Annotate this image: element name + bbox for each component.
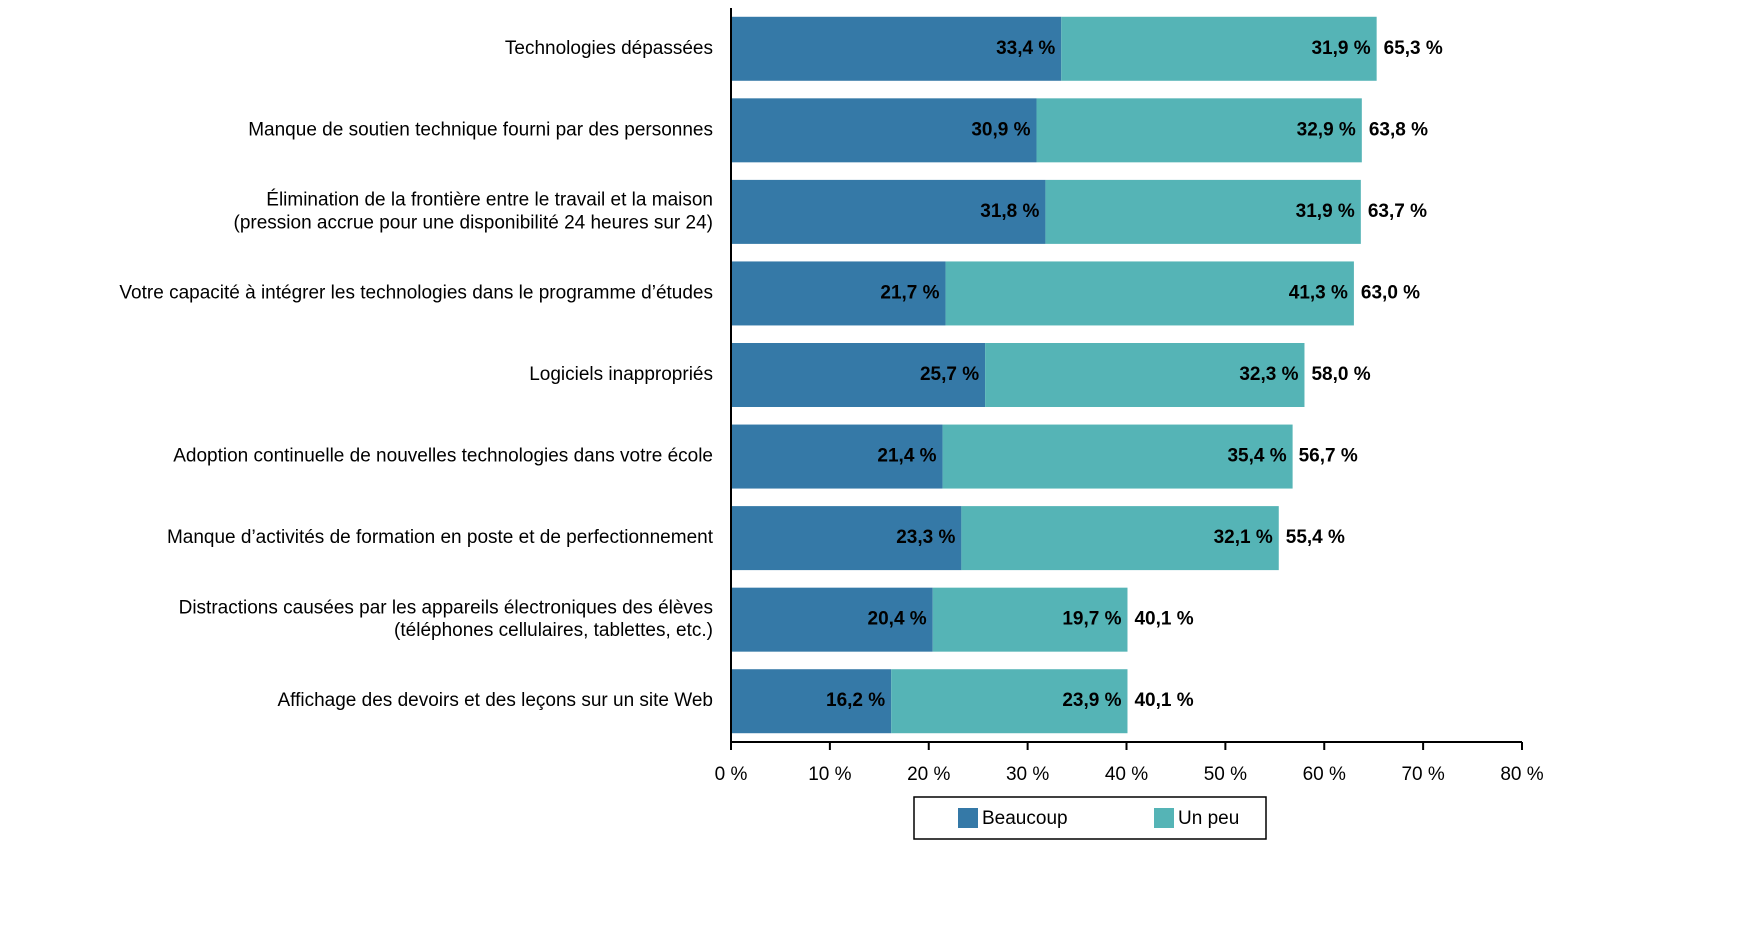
x-tick-label: 50 %: [1204, 764, 1247, 785]
bar-segment: [731, 98, 1037, 163]
bar-segment: [932, 587, 1128, 652]
value-label: 23,9 %: [1062, 690, 1121, 711]
bar-segment: [891, 669, 1128, 734]
x-tick-label: 70 %: [1401, 764, 1444, 785]
bar-segment: [1061, 16, 1377, 81]
legend-swatch: [1154, 808, 1174, 828]
legend-swatch: [958, 808, 978, 828]
x-tick-label: 60 %: [1303, 764, 1346, 785]
bar-segment: [731, 16, 1062, 81]
value-label: 21,4 %: [877, 446, 936, 467]
bar-segment: [731, 669, 892, 734]
legend-label: Un peu: [1178, 808, 1239, 829]
value-label: 20,4 %: [868, 609, 927, 630]
value-label: 41,3 %: [1289, 282, 1348, 303]
category-label: Manque d’activités de formation en poste…: [167, 527, 714, 548]
bar-segment: [985, 343, 1305, 407]
total-label: 63,7 %: [1368, 201, 1427, 222]
bar-segment: [731, 343, 986, 407]
value-label: 31,9 %: [1311, 38, 1370, 59]
x-tick-label: 20 %: [907, 764, 950, 785]
category-label: Technologies dépassées: [505, 38, 713, 59]
value-label: 21,7 %: [880, 282, 939, 303]
bar-segment: [945, 261, 1354, 326]
category-label: Affichage des devoirs et des leçons sur …: [278, 690, 714, 711]
bar-segment: [731, 506, 962, 571]
value-label: 19,7 %: [1062, 609, 1121, 630]
category-label: Manque de soutien technique fourni par d…: [248, 119, 713, 140]
category-label: Adoption continuelle de nouvelles techno…: [173, 446, 713, 467]
value-label: 32,9 %: [1297, 119, 1356, 140]
x-tick-label: 40 %: [1105, 764, 1148, 785]
bar-segment: [731, 587, 933, 652]
bar-segment: [1045, 179, 1361, 244]
value-label: 31,9 %: [1296, 201, 1355, 222]
bar-segment: [961, 506, 1279, 571]
value-label: 33,4 %: [996, 38, 1055, 59]
value-label: 25,7 %: [920, 364, 979, 385]
value-label: 35,4 %: [1227, 446, 1286, 467]
category-label: Élimination de la frontière entre le tra…: [234, 190, 714, 234]
bar-segment: [731, 424, 943, 489]
total-label: 55,4 %: [1286, 527, 1345, 548]
total-label: 56,7 %: [1299, 446, 1358, 467]
value-label: 32,1 %: [1214, 527, 1273, 548]
bar-segment: [942, 424, 1293, 489]
x-tick-label: 30 %: [1006, 764, 1049, 785]
bar-segment: [731, 261, 946, 326]
bar-segment: [731, 179, 1046, 244]
x-tick-label: 0 %: [715, 764, 748, 785]
category-label: Votre capacité à intégrer les technologi…: [119, 282, 713, 303]
value-label: 32,3 %: [1239, 364, 1298, 385]
total-label: 63,0 %: [1361, 282, 1420, 303]
category-label: Logiciels inappropriés: [529, 364, 713, 385]
category-label: Distractions causées par les appareils é…: [179, 597, 713, 641]
total-label: 58,0 %: [1311, 364, 1370, 385]
value-label: 16,2 %: [826, 690, 885, 711]
legend-label: Beaucoup: [982, 808, 1068, 829]
total-label: 40,1 %: [1134, 609, 1193, 630]
total-label: 65,3 %: [1384, 38, 1443, 59]
total-label: 40,1 %: [1134, 690, 1193, 711]
legend-box: [913, 796, 1267, 840]
x-tick-label: 80 %: [1500, 764, 1543, 785]
value-label: 30,9 %: [971, 119, 1030, 140]
value-label: 31,8 %: [980, 201, 1039, 222]
total-label: 63,8 %: [1369, 119, 1428, 140]
bar-segment: [1036, 98, 1362, 163]
x-tick-label: 10 %: [808, 764, 851, 785]
value-label: 23,3 %: [896, 527, 955, 548]
